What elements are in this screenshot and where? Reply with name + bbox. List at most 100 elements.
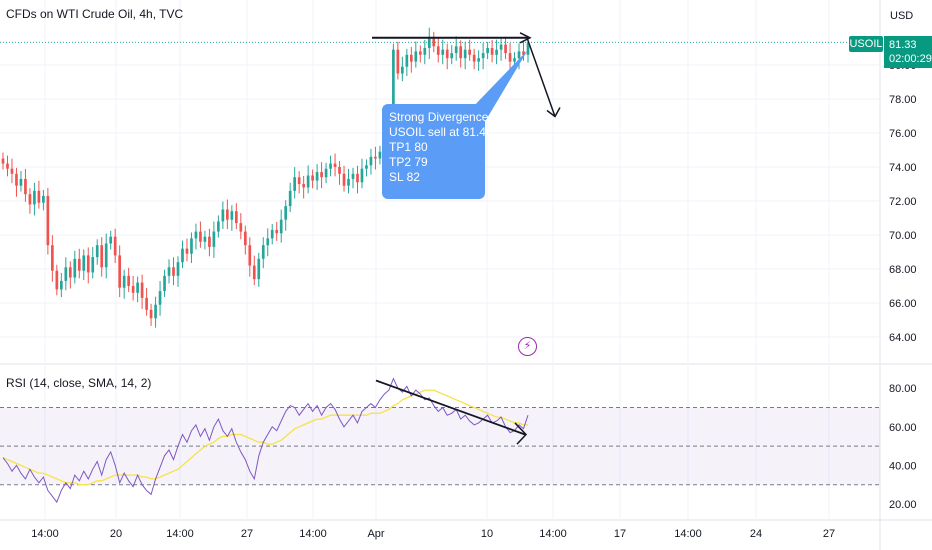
candle-body (208, 236, 211, 247)
candle-body (436, 46, 440, 55)
price-tick-label: 76.00 (889, 128, 917, 140)
candle-body (136, 282, 139, 293)
candle-body (266, 238, 270, 246)
candle-body (481, 53, 485, 59)
time-tick-label: 14:00 (539, 528, 567, 540)
candle-body (401, 66, 404, 74)
candle-body (185, 248, 189, 254)
candle-body (275, 229, 279, 234)
candle-body (181, 248, 184, 263)
rsi-tick-label: 80.00 (889, 383, 917, 395)
candle-body (230, 211, 234, 220)
candle-body (302, 184, 305, 188)
candle-body (1, 158, 5, 164)
candle-body (51, 245, 54, 271)
rsi-tick-label: 60.00 (889, 422, 917, 434)
projected-arrowhead (546, 107, 561, 118)
candle-body (86, 255, 90, 273)
candle-body (19, 178, 23, 186)
price-axis[interactable]: 64.00 66.00 68.00 70.00 72.00 74.00 76.00 78.00… (889, 60, 917, 344)
candle-body (418, 51, 422, 55)
candle-body (221, 209, 225, 222)
rsi-tick-label: 20.00 (889, 499, 917, 511)
candle-body (91, 257, 95, 273)
last-price: 81.33 (889, 39, 917, 51)
candle-body (342, 173, 346, 186)
time-tick-label: 24 (750, 528, 762, 540)
candle-body (427, 37, 431, 48)
candle-body (261, 245, 265, 259)
candle-body (441, 49, 445, 55)
time-tick-label: 14:00 (31, 528, 59, 540)
note-line: TP1 80 (389, 140, 428, 154)
candle-body (468, 49, 472, 55)
candle-body (432, 37, 436, 47)
candle-body (176, 262, 180, 276)
candle-body (396, 49, 400, 74)
candle-body (450, 53, 454, 59)
candle-body (463, 49, 467, 59)
price-tick-label: 70.00 (889, 230, 917, 242)
time-tick-label: Apr (367, 528, 384, 540)
rsi-divergence-arrowhead (514, 422, 528, 445)
time-tick-label: 14:00 (299, 528, 327, 540)
candle-body (212, 231, 216, 247)
candle-body (28, 194, 32, 205)
candle-body (73, 258, 77, 278)
price-tick-label: 78.00 (889, 94, 917, 106)
candle-body (199, 231, 202, 242)
candle-body (64, 267, 68, 281)
note-line: TP2 79 (389, 155, 428, 169)
candle-body (55, 270, 59, 290)
candle-body (293, 177, 297, 191)
candle-body (297, 177, 301, 184)
candle-body (257, 258, 261, 280)
price-tick-label: 66.00 (889, 298, 917, 310)
resistance-arrowhead (519, 32, 532, 44)
candle-body (414, 51, 418, 62)
candle-body (77, 258, 81, 271)
candle-body (288, 190, 292, 207)
candle-body (239, 223, 243, 232)
currency-label: USD (890, 10, 914, 22)
symbol-badge: USOIL (849, 36, 883, 52)
trade-note-callout[interactable]: Strong Divergence USOIL sell at 81.40 TP… (382, 104, 493, 199)
candle-body (270, 229, 274, 239)
time-tick-label: 14:00 (166, 528, 194, 540)
candle-body (459, 46, 463, 59)
candle-body (508, 53, 512, 62)
candle-body (490, 48, 494, 55)
candle-body (145, 297, 148, 310)
candle-body (95, 245, 99, 258)
candle-body (517, 51, 521, 59)
rsi-indicator-label[interactable]: RSI (14, close, SMA, 14, 2) (6, 376, 152, 390)
candle-body (24, 178, 27, 195)
lightning-icon[interactable]: ⚡ (518, 337, 537, 356)
user-drawings[interactable] (372, 32, 561, 445)
candle-body (15, 173, 18, 186)
bar-countdown: 02:00:29 (889, 53, 932, 65)
candle-body (243, 231, 247, 246)
rsi-tick-label: 40.00 (889, 460, 917, 472)
candle-body (248, 245, 252, 266)
note-line: USOIL sell at 81.40 (389, 125, 493, 139)
candle-body (284, 206, 288, 220)
candle-body (365, 165, 368, 169)
candle-body (329, 163, 332, 169)
candle-body (369, 156, 373, 166)
rsi-line (2, 377, 529, 504)
projected-move-arrow (526, 37, 556, 117)
candle-body (324, 168, 328, 178)
candle-body (392, 49, 395, 140)
time-axis[interactable]: 14:00 20 14:00 27 14:00 Apr 10 14:00 17 14:00 24 27 (31, 528, 835, 540)
rsi-axis[interactable]: 20.00 40.00 60.00 80.00 (889, 383, 917, 511)
candle-body (360, 168, 364, 183)
candle-body (454, 46, 458, 54)
candle-body (409, 54, 413, 62)
candle-body (486, 48, 489, 54)
candle-body (118, 255, 122, 288)
candle-body (315, 172, 319, 181)
candle-body (495, 49, 498, 55)
rsi-background-band (0, 407, 880, 486)
